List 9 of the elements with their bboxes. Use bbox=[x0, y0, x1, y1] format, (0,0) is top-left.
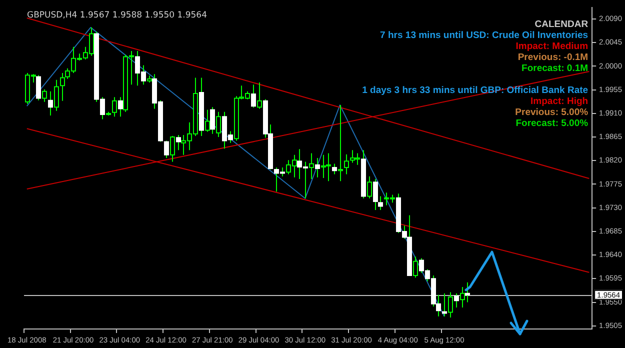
annotation: Impact: High bbox=[530, 96, 588, 108]
annotation: Previous: -0.1M bbox=[518, 52, 588, 64]
annotation: 7 hrs 13 mins until USD: Crude Oil Inventories bbox=[380, 30, 588, 42]
annotation: Forecast: 5.00% bbox=[516, 118, 589, 130]
annotation: CALENDAR bbox=[534, 19, 588, 30]
chart-title: GBPUSD,H4 1.9567 1.9588 1.9550 1.9564 bbox=[27, 10, 207, 21]
annotation: Forecast: 0.1M bbox=[522, 63, 588, 74]
annotation: Impact: Medium bbox=[516, 41, 588, 52]
annotation: Previous: 5.00% bbox=[515, 107, 589, 118]
